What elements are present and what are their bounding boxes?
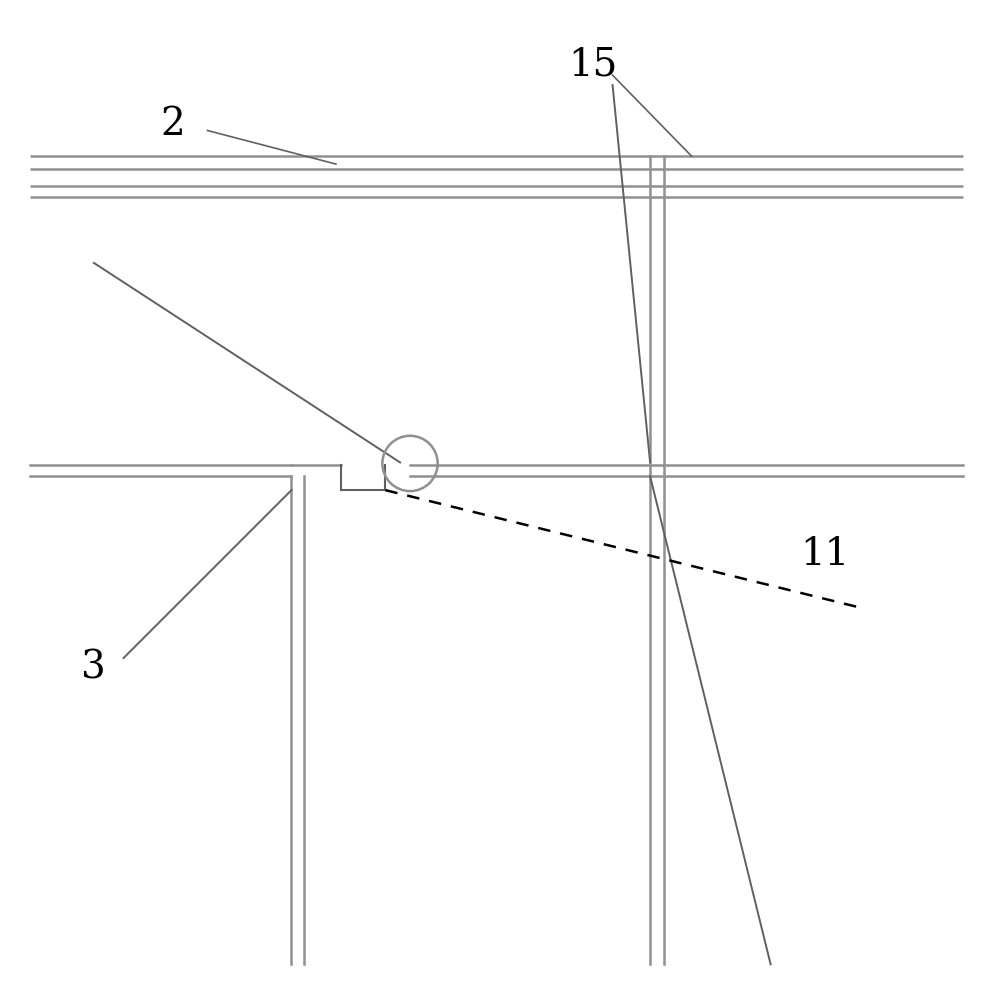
Text: 3: 3 <box>81 649 107 686</box>
Text: 2: 2 <box>160 106 186 143</box>
Text: 11: 11 <box>800 536 850 573</box>
Text: 15: 15 <box>568 47 618 84</box>
